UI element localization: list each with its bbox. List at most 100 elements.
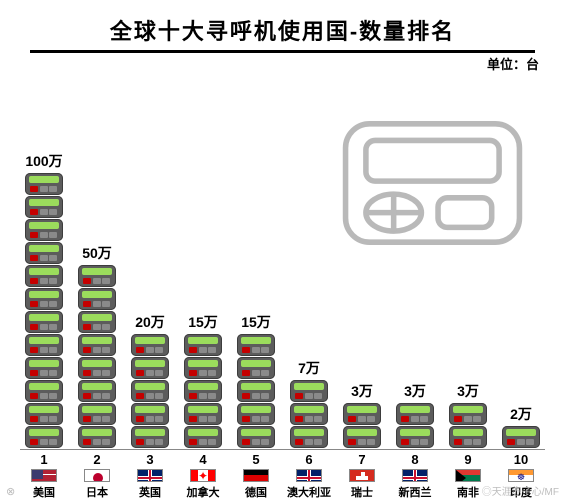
rank-number: 8 [411, 452, 418, 467]
flag-icon [84, 469, 110, 482]
pager-unit-icon [184, 357, 222, 379]
pager-unit-icon [237, 426, 275, 448]
pager-unit-icon [184, 380, 222, 402]
flag-icon [31, 469, 57, 482]
flag-icon [402, 469, 428, 482]
flag-icon [137, 469, 163, 482]
pager-unit-icon [237, 403, 275, 425]
pager-stack [449, 403, 487, 448]
bar-col-6: 7万 [285, 358, 333, 448]
rank-number: 2 [93, 452, 100, 467]
pager-stack [131, 334, 169, 448]
value-label: 3万 [351, 381, 373, 401]
value-label: 15万 [188, 312, 218, 332]
value-label: 2万 [510, 404, 532, 424]
rank-number: 10 [514, 452, 528, 467]
country-label: 英国 [139, 484, 161, 500]
bar-col-1: 100万 [20, 151, 68, 448]
pager-unit-icon [396, 426, 434, 448]
pager-unit-icon [184, 426, 222, 448]
rank-number: 6 [305, 452, 312, 467]
pager-stack [184, 334, 222, 448]
pager-unit-icon [78, 426, 116, 448]
pager-unit-icon [290, 380, 328, 402]
pager-unit-icon [25, 288, 63, 310]
flag-icon [296, 469, 322, 482]
bar-col-2: 50万 [73, 243, 121, 448]
value-label: 7万 [298, 358, 320, 378]
pager-unit-icon [449, 403, 487, 425]
pager-unit-icon [78, 288, 116, 310]
pager-unit-icon [25, 334, 63, 356]
pager-stack [78, 265, 116, 448]
pager-unit-icon [343, 426, 381, 448]
rank-number: 1 [40, 452, 47, 467]
pager-stack [290, 380, 328, 448]
pager-unit-icon [25, 196, 63, 218]
rank-number: 7 [358, 452, 365, 467]
pager-unit-icon [25, 265, 63, 287]
pager-unit-icon [78, 265, 116, 287]
bar-col-10: 2万 [497, 404, 545, 448]
x-tick-5: 5 德国 [232, 450, 280, 500]
bar-col-4: 15万 [179, 312, 227, 448]
value-label: 100万 [25, 151, 62, 171]
pager-unit-icon [25, 426, 63, 448]
pager-unit-icon [131, 380, 169, 402]
x-tick-7: 7 瑞士 [338, 450, 386, 500]
pager-unit-icon [78, 403, 116, 425]
pager-unit-icon [78, 357, 116, 379]
country-label: 澳大利亚 [287, 484, 331, 500]
flag-icon: ☸ [508, 469, 534, 482]
pager-unit-icon [449, 426, 487, 448]
bar-col-7: 3万 [338, 381, 386, 448]
value-label: 15万 [241, 312, 271, 332]
country-label: 加拿大 [187, 484, 220, 500]
pager-unit-icon [343, 403, 381, 425]
bar-col-8: 3万 [391, 381, 439, 448]
flag-icon [349, 469, 375, 482]
value-label: 20万 [135, 312, 165, 332]
title-block: 全球十大寻呼机使用国-数量排名 [0, 0, 565, 53]
bar-col-3: 20万 [126, 312, 174, 448]
pager-unit-icon [396, 403, 434, 425]
rank-number: 5 [252, 452, 259, 467]
pager-unit-icon [131, 334, 169, 356]
chart-area: 100万 50万 20万 15万 15万 7万 3万 3万 3万 2万 [20, 88, 545, 448]
x-tick-8: 8新西兰 [391, 450, 439, 500]
country-label: 南非 [457, 484, 479, 500]
pager-unit-icon [25, 380, 63, 402]
title-underline [30, 50, 535, 53]
x-tick-4: 4 ✦ 加拿大 [179, 450, 227, 500]
watermark-right: ◎天涯赤子心/MF [482, 483, 559, 498]
pager-unit-icon [290, 426, 328, 448]
country-label: 瑞士 [351, 484, 373, 500]
pager-unit-icon [237, 380, 275, 402]
pictogram-columns: 100万 50万 20万 15万 15万 7万 3万 3万 3万 2万 [20, 88, 545, 448]
pager-unit-icon [25, 403, 63, 425]
pager-unit-icon [131, 403, 169, 425]
x-axis: 1美国2日本3英国4✦加拿大5德国6澳大利亚7瑞士8新西兰9南非10☸印度 [20, 450, 545, 500]
value-label: 3万 [457, 381, 479, 401]
pager-unit-icon [237, 334, 275, 356]
pager-unit-icon [78, 380, 116, 402]
flag-icon: ✦ [190, 469, 216, 482]
pager-unit-icon [25, 357, 63, 379]
rank-number: 3 [146, 452, 153, 467]
rank-number: 4 [199, 452, 206, 467]
x-tick-2: 2日本 [73, 450, 121, 500]
flag-icon [455, 469, 481, 482]
pager-unit-icon [25, 219, 63, 241]
flag-icon [243, 469, 269, 482]
bar-col-9: 3万 [444, 381, 492, 448]
x-tick-1: 1 美国 [20, 450, 68, 500]
x-tick-6: 6 澳大利亚 [285, 450, 333, 500]
pager-stack [396, 403, 434, 448]
value-label: 3万 [404, 381, 426, 401]
country-label: 美国 [33, 484, 55, 500]
pager-stack [502, 426, 540, 448]
pager-stack [25, 173, 63, 448]
chart-title: 全球十大寻呼机使用国-数量排名 [110, 14, 455, 46]
country-label: 德国 [245, 484, 267, 500]
pager-unit-icon [78, 311, 116, 333]
